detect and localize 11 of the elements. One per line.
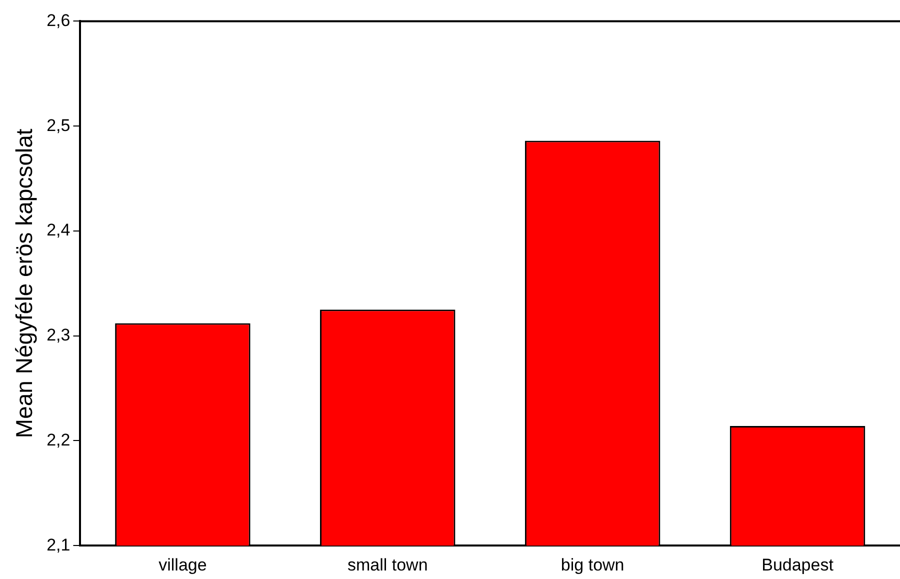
y-tick-label: 2,2 bbox=[46, 430, 70, 450]
x-tick-label: village bbox=[158, 555, 207, 574]
y-tick-label: 2,3 bbox=[46, 326, 70, 345]
y-axis-title: Mean Négyféle erös kapcsolat bbox=[11, 128, 38, 438]
y-tick-label: 2,5 bbox=[46, 116, 70, 135]
y-tick-label: 2,4 bbox=[46, 220, 70, 240]
x-tick-label: small town bbox=[347, 555, 428, 574]
y-tick-label: 2,6 bbox=[46, 10, 70, 30]
y-tick-label: 2,1 bbox=[46, 535, 70, 554]
x-tick-label: big town bbox=[560, 555, 624, 574]
x-tick-label: Budapest bbox=[762, 555, 834, 574]
